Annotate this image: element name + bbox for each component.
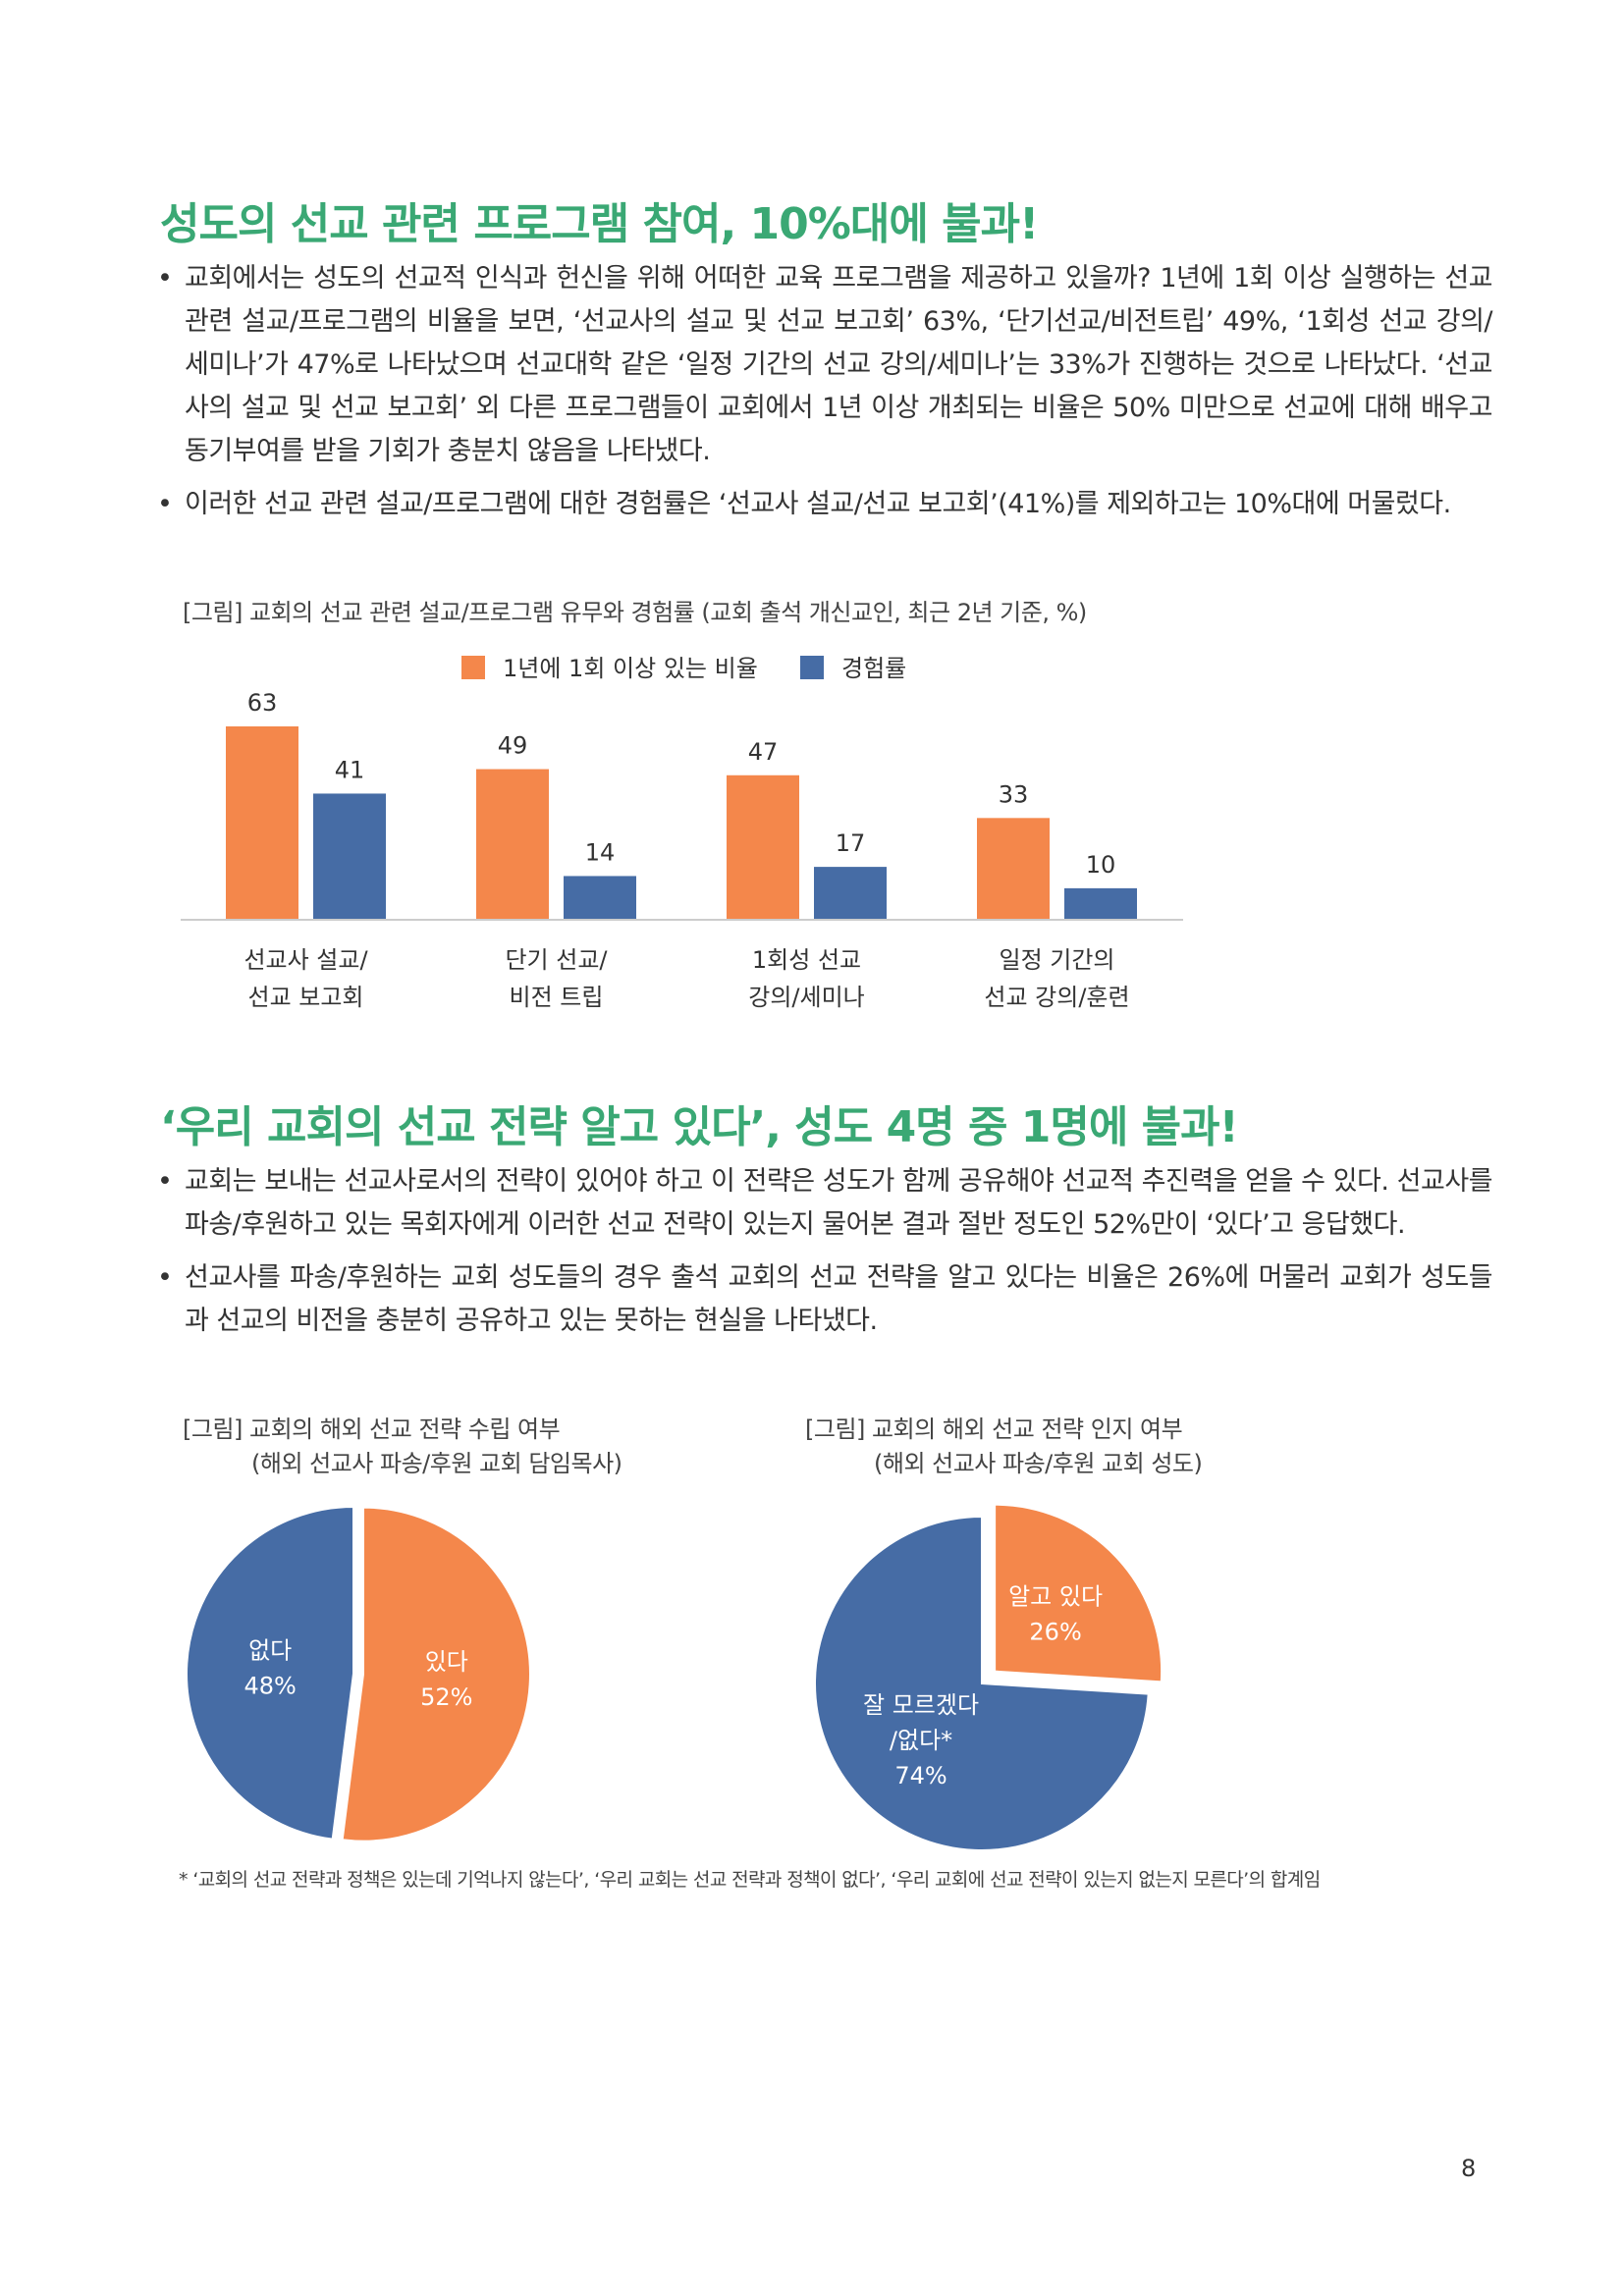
bar-1-1: [564, 876, 636, 919]
pie-slice-0: [341, 1506, 531, 1842]
pie1-caption-line2: (해외 선교사 파송/후원 교회 담임목사): [251, 1450, 622, 1477]
category-label-2-0: 1회성 선교: [752, 946, 861, 974]
pie-slice-1: [814, 1515, 1150, 1851]
bar-value-label-2-0: 47: [748, 738, 779, 766]
bar-value-label-3-0: 33: [999, 780, 1029, 808]
bar-2-1: [814, 867, 887, 919]
section1-bullets: 교회에서는 성도의 선교적 인식과 헌신을 위해 어떠한 교육 프로그램을 제공…: [157, 257, 1493, 536]
category-label-2-1: 강의/세미나: [748, 984, 865, 1011]
pie2-caption: [그림] 교회의 해외 선교 전략 인지 여부 (해외 선교사 파송/후원 교회…: [805, 1410, 1203, 1478]
section2-bullet-2: 선교사를 파송/후원하는 교회 성도들의 경우 출석 교회의 선교 전략을 알고…: [157, 1256, 1493, 1343]
pie1-caption-line1: [그림] 교회의 해외 선교 전략 수립 여부: [183, 1415, 561, 1443]
section1-bullet-1: 교회에서는 성도의 선교적 인식과 헌신을 위해 어떠한 교육 프로그램을 제공…: [157, 257, 1493, 473]
legend-label-1: 경험률: [841, 655, 906, 682]
pie-label-1-0: 없다: [248, 1637, 292, 1665]
bar-value-label-3-1: 10: [1086, 851, 1116, 879]
bar-value-label-0-0: 63: [247, 689, 278, 717]
pie-slice-1: [186, 1505, 354, 1841]
pie-slice-0: [994, 1503, 1163, 1683]
pie-label-0-0: 알고 있다: [1008, 1582, 1103, 1610]
section2-bullet-1: 교회는 보내는 선교사로서의 전략이 있어야 하고 이 전략은 성도가 함께 공…: [157, 1160, 1493, 1247]
page-number: 8: [1461, 2155, 1477, 2182]
bar-3-1: [1064, 887, 1137, 919]
category-label-3-0: 일정 기간의: [999, 946, 1114, 974]
pie-label-1-2: 74%: [894, 1762, 947, 1789]
pie-label-0-1: 52%: [420, 1683, 472, 1711]
legend-swatch-1: [800, 656, 824, 679]
bar-value-label-0-1: 41: [335, 756, 365, 783]
pie-label-0-1: 26%: [1029, 1618, 1081, 1645]
section1-bullet-2: 이러한 선교 관련 설교/프로그램에 대한 경험률은 ‘선교사 설교/선교 보고…: [157, 483, 1492, 526]
pie-chart-strategy-awareness: 알고 있다 26% 잘 모르겠다/없다* 74%: [814, 1503, 1163, 1851]
bar-0-1: [313, 793, 386, 919]
legend-swatch-0: [461, 656, 485, 679]
section1-heading: 성도의 선교 관련 프로그램 참여, 10%대에 불과!: [160, 199, 1039, 249]
bar-chart-caption: [그림] 교회의 선교 관련 설교/프로그램 유무와 경험률 (교회 출석 개신…: [183, 599, 1087, 626]
bar-2-0: [727, 774, 799, 919]
bar-value-label-1-1: 14: [585, 838, 616, 866]
bar-value-label-1-0: 49: [498, 732, 528, 760]
category-label-3-1: 선교 강의/훈련: [984, 984, 1129, 1011]
legend-label-0: 1년에 1회 이상 있는 비율: [503, 655, 758, 682]
pie1-caption: [그림] 교회의 해외 선교 전략 수립 여부 (해외 선교사 파송/후원 교회…: [183, 1410, 622, 1478]
pie-chart-strategy-exists: 있다 52% 없다 48%: [186, 1505, 531, 1842]
bar-1-0: [476, 769, 549, 919]
category-label-0-0: 선교사 설교/: [243, 946, 368, 974]
category-label-1-0: 단기 선교/: [505, 946, 608, 974]
pie-label-1-0: 잘 모르겠다: [863, 1691, 979, 1719]
footnote: * ‘교회의 선교 전략과 정책은 있는데 기억나지 않는다’, ‘우리 교회는…: [179, 1869, 1321, 1891]
bar-3-0: [977, 818, 1050, 919]
section2-heading: ‘우리 교회의 선교 전략 알고 있다’, 성도 4명 중 1명에 불과!: [160, 1102, 1239, 1152]
pie-label-1-1: /없다*: [890, 1727, 952, 1754]
category-label-1-1: 비전 트립: [510, 984, 604, 1011]
bar-chart: 1년에 1회 이상 있는 비율 경험률 63 41 선교사 설교/선교 보고회 49 14 단…: [181, 655, 1183, 1011]
pie2-caption-line1: [그림] 교회의 해외 선교 전략 인지 여부: [805, 1415, 1183, 1443]
bar-0-0: [226, 726, 298, 919]
pie-label-1-1: 48%: [243, 1673, 296, 1700]
pie2-caption-line2: (해외 선교사 파송/후원 교회 성도): [874, 1450, 1203, 1477]
pie-label-0-0: 있다: [425, 1648, 468, 1676]
bar-value-label-2-1: 17: [836, 829, 866, 857]
category-label-0-1: 선교 보고회: [247, 984, 363, 1011]
section2-bullets: 교회는 보내는 선교사로서의 전략이 있어야 하고 이 전략은 성도가 함께 공…: [157, 1160, 1493, 1353]
